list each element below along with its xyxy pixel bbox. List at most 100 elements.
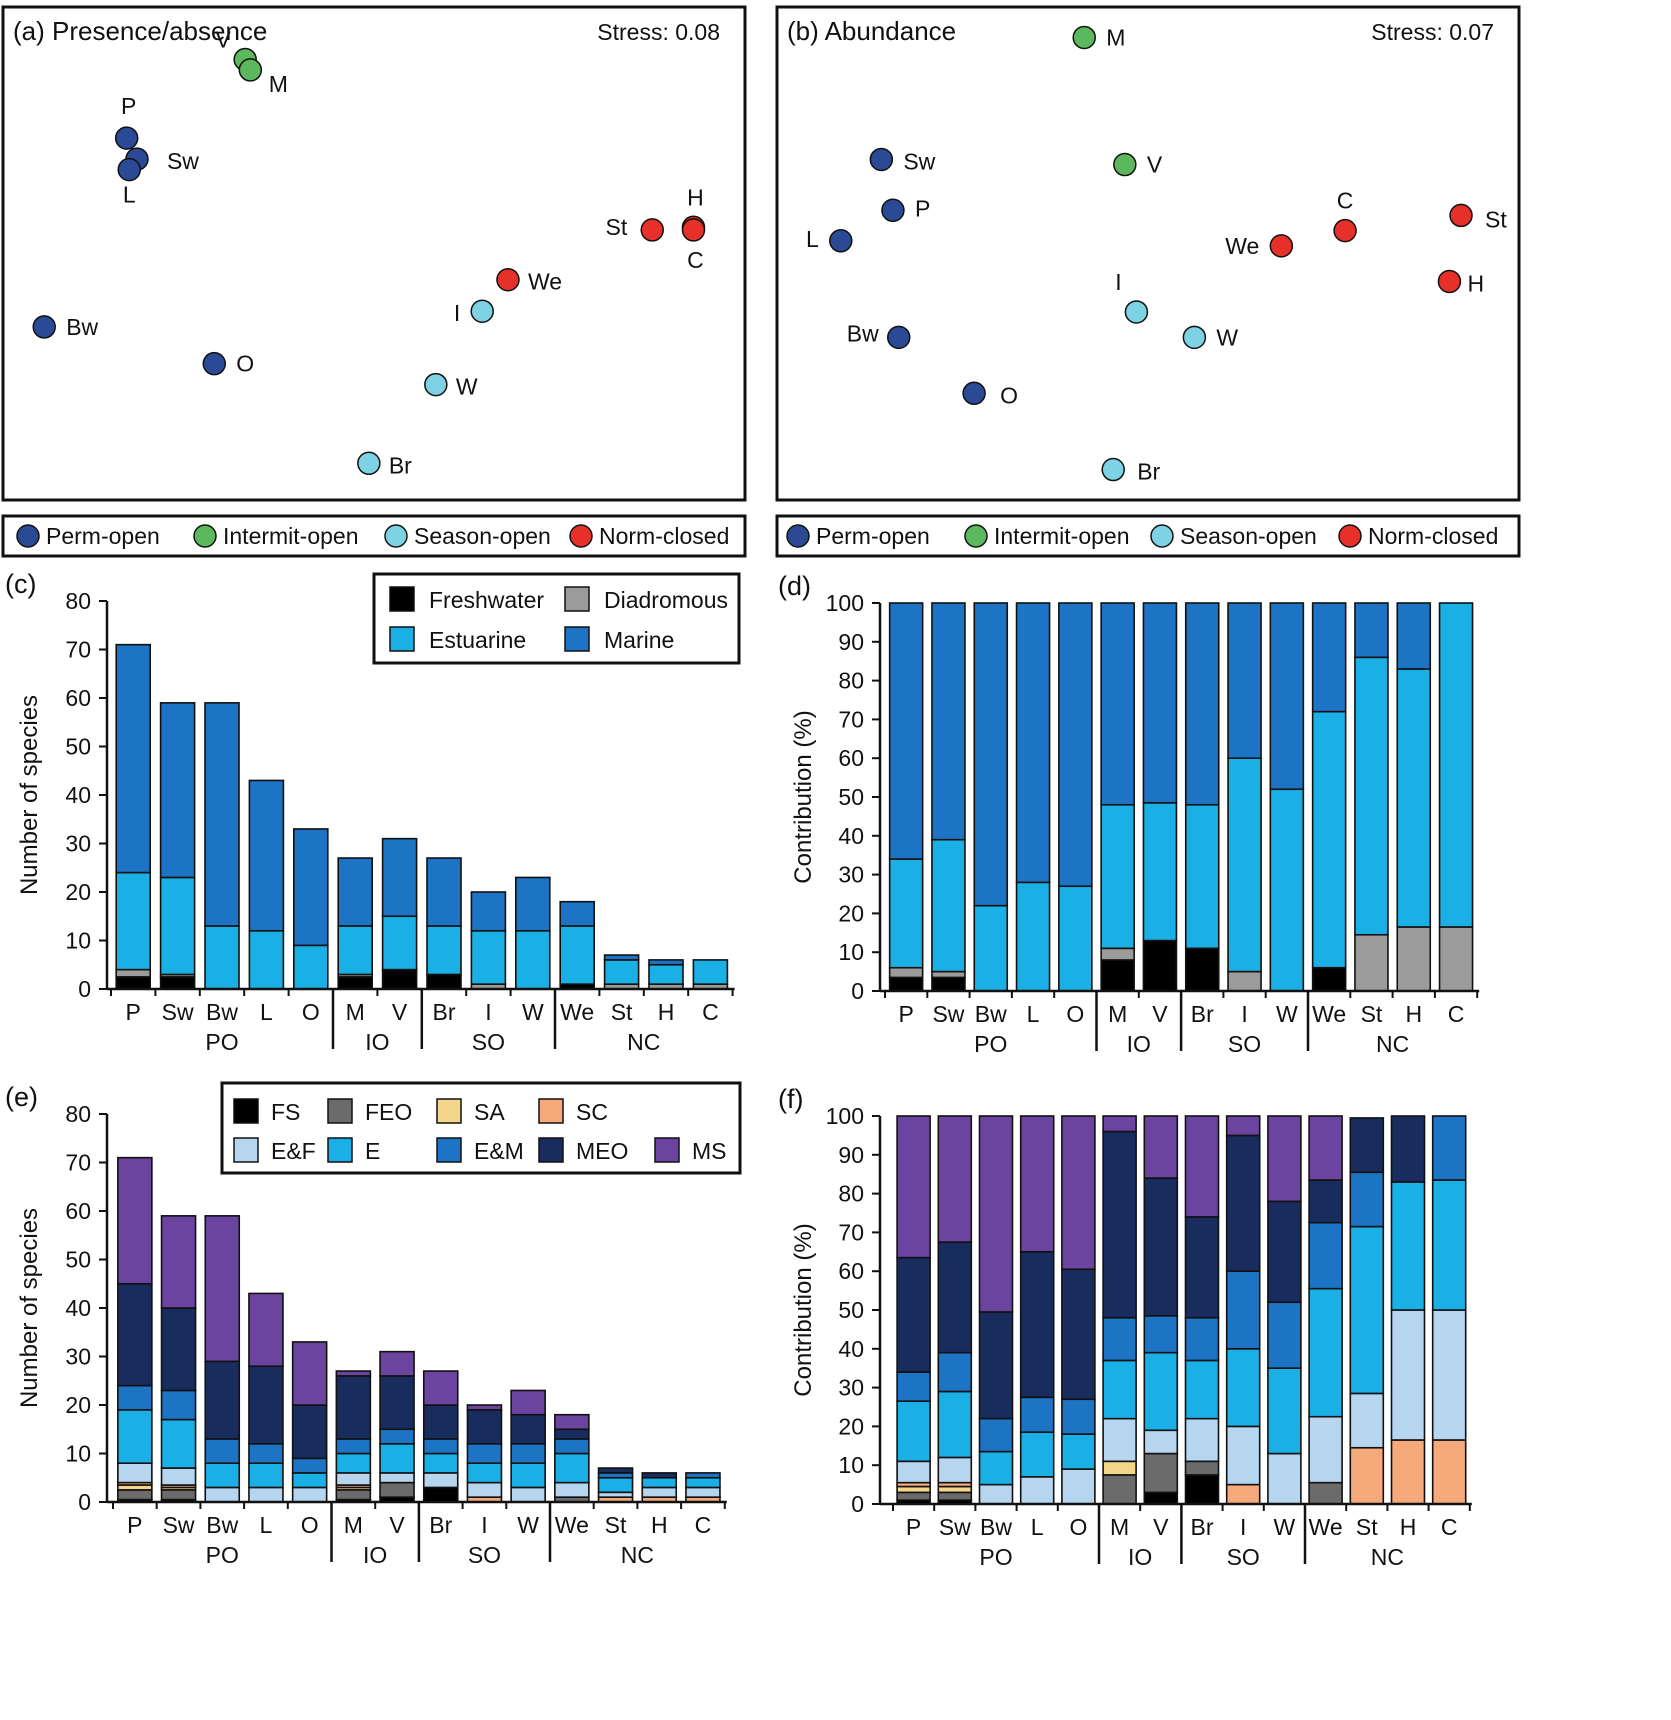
site-point — [681, 218, 706, 242]
bar-segment — [510, 1413, 546, 1445]
y-tick-label: 10 — [838, 1452, 864, 1478]
bar-segment — [1269, 602, 1305, 791]
site-label: Br — [389, 452, 412, 478]
bar-segment — [1143, 1452, 1179, 1494]
bar-segment — [248, 1292, 284, 1367]
bar-segment — [160, 1418, 197, 1469]
bar-segment — [1015, 881, 1051, 992]
site-label: O — [1000, 382, 1018, 408]
y-tick-label: 20 — [838, 1413, 864, 1439]
x-tick-label: Br — [1191, 1001, 1214, 1027]
site-label: Sw — [167, 148, 199, 174]
bar-segment — [381, 968, 418, 990]
group-label: SO — [1228, 1031, 1261, 1057]
bar-segment — [1225, 1425, 1261, 1486]
site-label: O — [236, 351, 254, 377]
bar-segment — [1143, 1315, 1179, 1354]
site-point — [640, 218, 664, 242]
bar-segment — [466, 1443, 503, 1465]
legend-label: Marine — [604, 627, 674, 653]
bar-segment — [1184, 1316, 1220, 1362]
x-tick-label: I — [1241, 1001, 1247, 1027]
bar-segment — [1396, 602, 1432, 670]
bar-segment — [1184, 1417, 1220, 1463]
legend-swatch — [436, 1137, 462, 1163]
site-point — [1072, 25, 1096, 50]
group-label: NC — [621, 1542, 654, 1568]
x-tick-label: O — [302, 999, 320, 1025]
site-label: We — [528, 269, 562, 295]
bar-segment — [978, 1311, 1014, 1420]
bar-segment — [597, 1467, 634, 1474]
x-tick-label: H — [651, 1512, 668, 1538]
legend-label: SA — [474, 1099, 505, 1125]
bar-segment — [160, 1389, 197, 1421]
site-point — [1449, 203, 1473, 228]
y-tick-label: 10 — [838, 939, 864, 965]
bar-segment — [1431, 1179, 1467, 1311]
bar-segment — [1102, 1417, 1137, 1463]
x-tick-label: C — [1448, 1001, 1465, 1027]
y-tick-label: 80 — [838, 1181, 864, 1207]
bar-segment — [973, 904, 1009, 992]
panel-title: (b) Abundance — [787, 16, 956, 46]
bar-segment — [1354, 602, 1389, 659]
bar-segment — [248, 1365, 284, 1445]
bar-segment — [1354, 656, 1389, 936]
bar-segment — [1308, 1221, 1343, 1290]
x-tick-label: I — [485, 999, 491, 1025]
x-tick-label: C — [695, 1512, 712, 1538]
y-tick-label: 80 — [65, 1101, 91, 1127]
bar-segment — [291, 1486, 328, 1503]
x-tick-label: St — [1361, 1001, 1383, 1027]
y-tick-label: 80 — [838, 668, 864, 694]
y-tick-label: 60 — [838, 1258, 864, 1284]
bar-segment — [422, 1370, 459, 1406]
site-point — [357, 451, 381, 476]
x-tick-label: P — [127, 1512, 142, 1538]
bar-segment — [204, 1438, 241, 1464]
x-tick-label: P — [898, 1001, 913, 1027]
bar-segment — [466, 1481, 503, 1498]
site-point — [869, 147, 894, 172]
legend-swatch — [327, 1137, 353, 1163]
bar-segment — [160, 1215, 197, 1309]
legend-label: E — [365, 1138, 380, 1164]
bar-segment — [1100, 602, 1135, 806]
site-label: H — [1467, 270, 1484, 296]
x-tick-label: V — [1153, 1514, 1169, 1540]
bar-segment — [115, 968, 151, 978]
bar-segment — [1267, 1115, 1302, 1203]
bar-segment — [1100, 947, 1135, 961]
bar-segment — [115, 976, 151, 990]
site-label: V — [1147, 152, 1163, 178]
site-label: W — [1216, 324, 1238, 350]
bar-segment — [1267, 1200, 1302, 1304]
panel-frame — [1, 5, 747, 502]
bar-segment — [641, 1486, 678, 1498]
site-label: L — [123, 182, 136, 208]
bar-segment — [466, 1404, 503, 1411]
bar-segment — [888, 966, 924, 979]
legend-label: Perm-open — [46, 523, 160, 549]
x-tick-label: H — [1400, 1514, 1417, 1540]
legend-swatch — [569, 524, 593, 548]
bar-segment — [896, 1491, 931, 1501]
bar-segment — [641, 1476, 678, 1489]
bar-segment — [337, 857, 374, 927]
bar-segment — [1143, 1429, 1179, 1455]
panel-label: (d) — [778, 571, 811, 601]
y-tick-label: 30 — [838, 862, 864, 888]
x-tick-label: W — [522, 999, 544, 1025]
bar-segment — [1184, 803, 1220, 950]
bar-segment — [379, 1375, 415, 1431]
x-tick-label: V — [1152, 1001, 1168, 1027]
bar-segment — [931, 970, 966, 979]
bar-segment — [1019, 1251, 1055, 1399]
site-point — [424, 372, 448, 397]
site-label: P — [121, 93, 136, 119]
x-tick-label: Sw — [939, 1514, 971, 1540]
bar-segment — [973, 602, 1009, 907]
legend-label: Season-open — [1180, 523, 1317, 549]
